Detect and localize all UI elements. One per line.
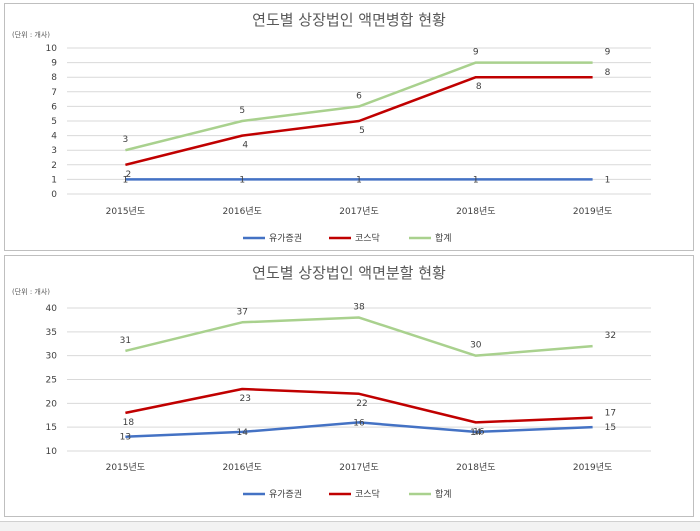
x-tick-label: 2018년도 bbox=[456, 462, 495, 473]
legend-item: 합계 bbox=[435, 232, 452, 244]
data-label: 6 bbox=[356, 91, 362, 101]
x-tick-label: 2015년도 bbox=[106, 206, 145, 217]
x-tick-label: 2019년도 bbox=[573, 462, 612, 473]
x-tick-label: 2016년도 bbox=[222, 206, 261, 217]
merger-line-chart: 연도별 상장법인 액면병합 현황(단위 : 개사)012345678910201… bbox=[12, 11, 651, 244]
chart-title: 연도별 상장법인 액면분할 현황 bbox=[252, 264, 446, 282]
data-label: 1 bbox=[123, 175, 129, 185]
y-tick-label: 1 bbox=[51, 175, 57, 185]
bottom-strip bbox=[0, 521, 700, 531]
legend-item: 코스닥 bbox=[355, 489, 380, 500]
legend-item: 합계 bbox=[435, 488, 452, 500]
split-chart-panel: 연도별 상장법인 액면분할 현황 (단위 : 개사) 10 15 20 25 30 35 40 2… bbox=[4, 255, 694, 517]
y-tick-label: 15 bbox=[46, 423, 57, 433]
y-tick-label: 10 bbox=[46, 447, 58, 457]
data-label: 23 bbox=[239, 394, 250, 404]
y-tick-label: 40 bbox=[46, 304, 58, 314]
data-label: 3 bbox=[123, 135, 129, 145]
data-label: 9 bbox=[605, 48, 611, 58]
y-tick-label: 30 bbox=[46, 352, 58, 362]
legend-item: 코스닥 bbox=[355, 233, 380, 244]
y-tick-label: 4 bbox=[51, 132, 57, 142]
split-line-chart: 연도별 상장법인 액면분할 현황 (단위 : 개사) 10 15 20 25 30 35 40 2… bbox=[12, 264, 651, 500]
y-tick-label: 0 bbox=[51, 190, 57, 200]
data-label: 38 bbox=[353, 303, 365, 313]
y-tick-label: 20 bbox=[46, 399, 58, 409]
data-label: 2 bbox=[126, 170, 132, 180]
data-label: 1 bbox=[239, 175, 245, 185]
y-tick-label: 7 bbox=[51, 88, 57, 98]
data-label: 22 bbox=[356, 399, 367, 409]
data-label: 16 bbox=[473, 427, 485, 437]
unit-label: (단위 : 개사) bbox=[12, 30, 50, 39]
merger-chart-panel: 연도별 상장법인 액면병합 현황 (단위 : 개사) 0 1 2 3 4 5 6 7 8 9 10 201… bbox=[4, 3, 694, 251]
data-label: 37 bbox=[236, 307, 247, 317]
data-label: 4 bbox=[242, 141, 248, 151]
data-label: 8 bbox=[605, 68, 611, 78]
x-tick-label: 2017년도 bbox=[339, 206, 378, 217]
y-tick-label: 35 bbox=[46, 328, 57, 338]
y-tick-label: 6 bbox=[51, 102, 57, 112]
unit-label: (단위 : 개사) bbox=[12, 287, 50, 296]
data-label: 5 bbox=[239, 106, 245, 116]
data-label: 16 bbox=[353, 418, 365, 428]
data-label: 14 bbox=[470, 428, 482, 438]
data-label: 17 bbox=[605, 409, 616, 419]
data-label: 30 bbox=[470, 341, 482, 351]
chart-title: 연도별 상장법인 액면병합 현황 bbox=[252, 11, 446, 29]
y-tick-label: 25 bbox=[46, 376, 57, 386]
y-tick-label: 9 bbox=[51, 59, 57, 69]
series-line-1 bbox=[125, 75, 593, 167]
data-label: 1 bbox=[605, 175, 611, 185]
series-line-0 bbox=[125, 421, 593, 438]
data-label: 5 bbox=[359, 126, 365, 136]
legend-item: 유가증권 bbox=[269, 232, 302, 244]
data-label: 32 bbox=[605, 331, 616, 341]
x-tick-label: 2017년도 bbox=[339, 462, 378, 473]
data-label: 15 bbox=[605, 423, 616, 433]
y-tick-label: 2 bbox=[51, 161, 57, 171]
y-tick-label: 10 bbox=[46, 44, 58, 54]
data-label: 1 bbox=[356, 175, 362, 185]
data-label: 9 bbox=[473, 48, 479, 58]
series-line-1 bbox=[125, 387, 593, 424]
x-tick-label: 2018년도 bbox=[456, 206, 495, 217]
series-line-2 bbox=[125, 61, 593, 152]
data-label: 8 bbox=[476, 82, 482, 92]
data-label: 13 bbox=[120, 433, 131, 443]
x-tick-label: 2019년도 bbox=[573, 206, 612, 217]
series-line-2 bbox=[125, 316, 593, 357]
data-label: 14 bbox=[236, 428, 248, 438]
y-tick-label: 3 bbox=[51, 146, 57, 156]
data-label: 31 bbox=[120, 336, 131, 346]
data-label: 18 bbox=[123, 418, 135, 428]
data-label: 1 bbox=[473, 175, 479, 185]
x-tick-label: 2015년도 bbox=[106, 462, 145, 473]
x-tick-label: 2016년도 bbox=[222, 462, 261, 473]
y-tick-label: 8 bbox=[51, 73, 57, 83]
legend-item: 유가증권 bbox=[269, 488, 302, 500]
y-tick-label: 5 bbox=[51, 117, 57, 127]
